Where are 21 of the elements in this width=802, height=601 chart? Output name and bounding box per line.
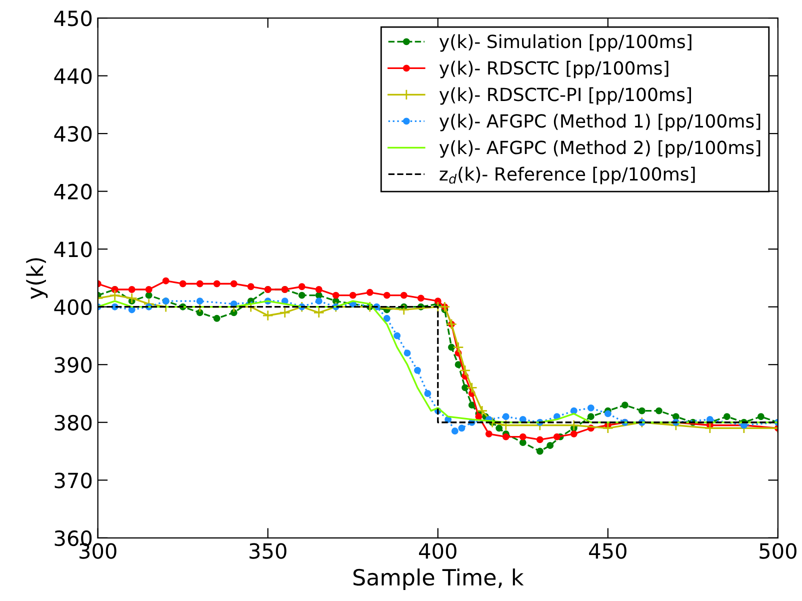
x-axis-title: Sample Time, k <box>353 568 524 590</box>
legend-label: y(k)- RDSCTC-PI [pp/100ms] <box>439 87 691 105</box>
x-tick-label: 400 <box>419 543 456 559</box>
y-tick-label: 390 <box>54 357 92 373</box>
legend-label: y(k)- AFGPC (Method 2) [pp/100ms] <box>439 140 760 158</box>
legend-label: y(k)- Simulation [pp/100ms] <box>439 34 692 52</box>
x-tick-label: 350 <box>250 543 286 559</box>
y-tick-label: 380 <box>54 414 92 431</box>
y-tick-label: 420 <box>54 184 92 200</box>
y-tick-label: 370 <box>54 472 92 488</box>
y-tick-label: 440 <box>54 68 92 84</box>
y-tick-label: 430 <box>54 126 92 142</box>
y-tick-label: 450 <box>54 10 92 26</box>
x-tick-label: 450 <box>589 543 626 559</box>
y-tick-label: 400 <box>54 299 92 316</box>
legend-label: y(k)- RDSCTC [pp/100ms] <box>439 60 668 78</box>
legend-label: z$_{d}$(k)- Reference [pp/100ms] <box>440 166 695 184</box>
x-tick-label: 500 <box>760 543 796 559</box>
y-tick-label: 410 <box>54 242 92 258</box>
legend-label: y(k)- AFGPC (Method 1) [pp/100ms] <box>439 114 760 132</box>
y-axis-title: y(k) <box>26 258 48 299</box>
